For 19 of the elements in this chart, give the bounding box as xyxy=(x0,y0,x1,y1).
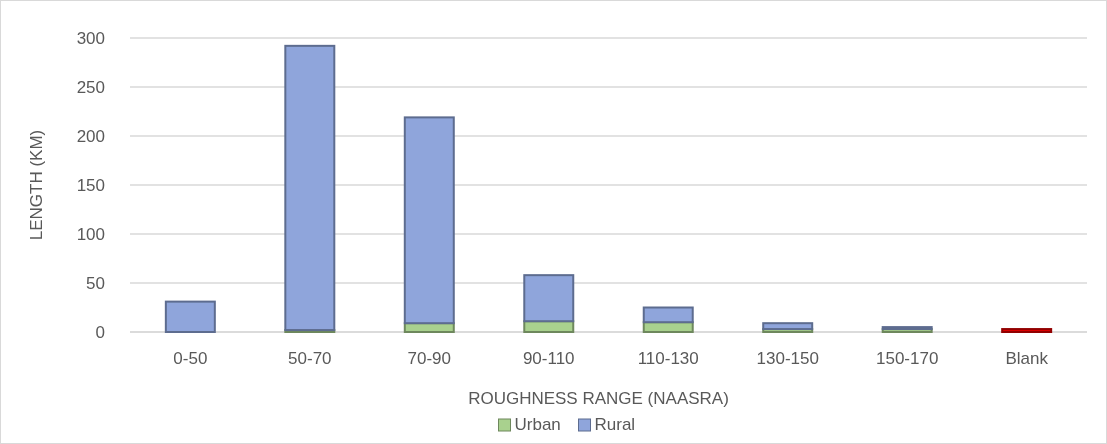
x-tick-label: Blank xyxy=(1005,349,1049,368)
y-axis-title: LENGTH (KM) xyxy=(27,129,46,241)
y-tick-label: 300 xyxy=(76,28,105,48)
x-tick-label: 110-130 xyxy=(637,349,699,368)
x-tick-label: 150-170 xyxy=(875,349,939,368)
y-tick-label: 50 xyxy=(86,273,105,293)
x-tick-label: 0-50 xyxy=(173,349,208,368)
y-tick-label: 150 xyxy=(76,175,105,195)
x-tick-label: 130-150 xyxy=(756,349,819,368)
y-tick-label: 100 xyxy=(76,224,105,244)
legend-label: Urban xyxy=(514,415,561,434)
x-axis-title: ROUGHNESS RANGE (NAASRA) xyxy=(468,389,729,408)
x-tick-label: 70-90 xyxy=(407,349,452,368)
y-tick-label: 0 xyxy=(95,322,105,342)
x-tick-label: 90-110 xyxy=(522,349,575,368)
y-tick-label: 250 xyxy=(76,77,105,97)
legend-label: Rural xyxy=(594,415,636,434)
x-tick-label: 50-70 xyxy=(288,349,332,368)
y-tick-label: 200 xyxy=(76,126,105,146)
